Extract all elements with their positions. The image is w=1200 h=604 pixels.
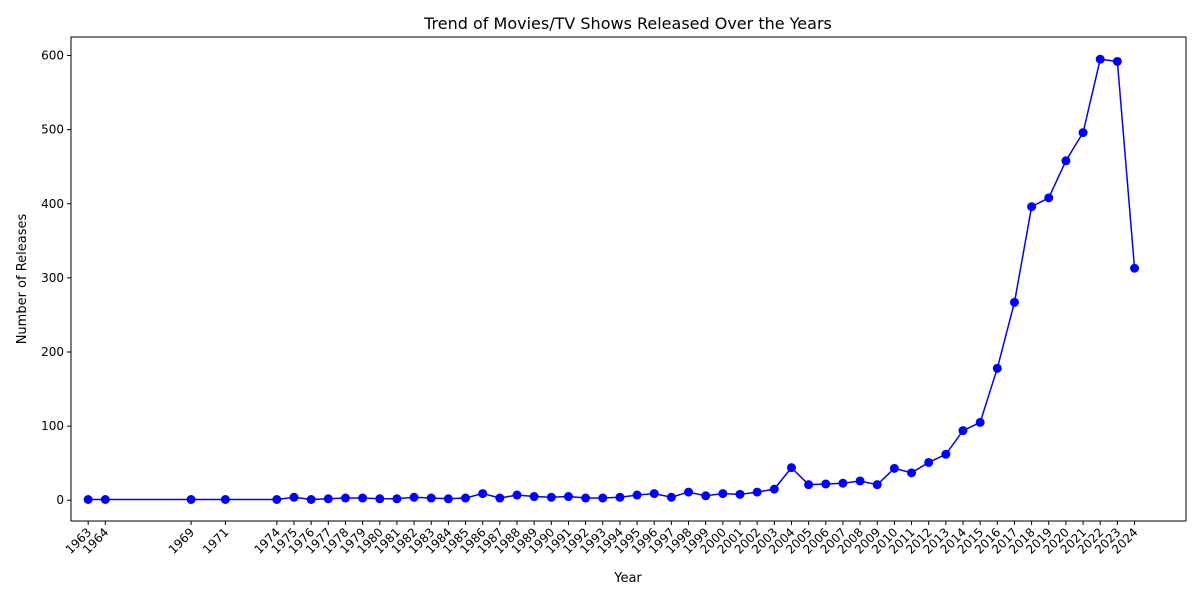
data-point	[684, 487, 694, 497]
data-point	[461, 493, 471, 503]
data-point	[220, 495, 230, 505]
data-point	[563, 492, 573, 502]
data-point	[1061, 156, 1071, 166]
data-point	[100, 495, 110, 505]
data-point	[769, 484, 779, 494]
data-point	[752, 487, 762, 497]
data-point	[1095, 54, 1105, 64]
data-point	[1130, 263, 1140, 273]
plot-area-frame	[70, 36, 1187, 522]
data-point	[546, 492, 556, 502]
chart-title: Trend of Movies/TV Shows Released Over t…	[423, 14, 832, 33]
series-line	[88, 58, 1136, 501]
y-tick-label: 300	[41, 271, 64, 285]
data-point	[958, 426, 968, 436]
data-point	[598, 493, 608, 503]
data-point	[83, 495, 93, 505]
x-tick-label: 1971	[200, 525, 231, 556]
data-point	[666, 492, 676, 502]
y-tick-label: 600	[41, 49, 64, 63]
x-axis-label: Year	[613, 571, 642, 586]
data-point	[443, 494, 453, 504]
data-point	[358, 493, 368, 503]
data-point	[975, 417, 985, 427]
data-point	[392, 494, 402, 504]
data-point	[340, 493, 350, 503]
data-point	[581, 493, 591, 503]
data-point	[478, 489, 488, 499]
data-point	[838, 478, 848, 488]
y-tick-label: 100	[41, 419, 64, 433]
data-point	[992, 363, 1002, 373]
data-point	[632, 490, 642, 500]
data-point	[786, 463, 796, 473]
data-point	[426, 493, 436, 503]
data-point	[323, 494, 333, 504]
data-point	[804, 480, 814, 490]
data-point	[512, 490, 522, 500]
data-point	[872, 480, 882, 490]
data-point	[1044, 193, 1054, 203]
data-point	[821, 479, 831, 489]
data-point	[1078, 128, 1088, 138]
data-point	[735, 489, 745, 499]
data-point	[1009, 297, 1019, 307]
data-point	[375, 494, 385, 504]
y-axis-label: Number of Releases	[15, 213, 30, 344]
data-point	[495, 493, 505, 503]
data-point	[718, 489, 728, 499]
y-tick-label: 400	[41, 197, 64, 211]
data-point	[701, 491, 711, 501]
y-tick-label: 500	[41, 123, 64, 137]
y-tick-label: 200	[41, 345, 64, 359]
data-point	[272, 495, 282, 505]
data-point	[907, 468, 917, 478]
data-point	[941, 449, 951, 459]
data-point	[649, 489, 659, 499]
data-point	[186, 495, 196, 505]
y-tick-label: 0	[56, 493, 64, 507]
series-markers	[83, 54, 1140, 505]
data-point	[889, 463, 899, 473]
data-point	[306, 495, 316, 505]
data-point	[1027, 202, 1037, 212]
data-point	[855, 476, 865, 486]
data-point	[924, 457, 934, 467]
data-point	[615, 492, 625, 502]
data-point	[1112, 56, 1122, 66]
data-point	[409, 492, 419, 502]
y-axis-ticks: 0 100 200 300 400 500 600	[41, 49, 71, 507]
data-point	[529, 492, 539, 502]
data-point	[289, 492, 299, 502]
x-tick-label: 1969	[166, 525, 197, 556]
